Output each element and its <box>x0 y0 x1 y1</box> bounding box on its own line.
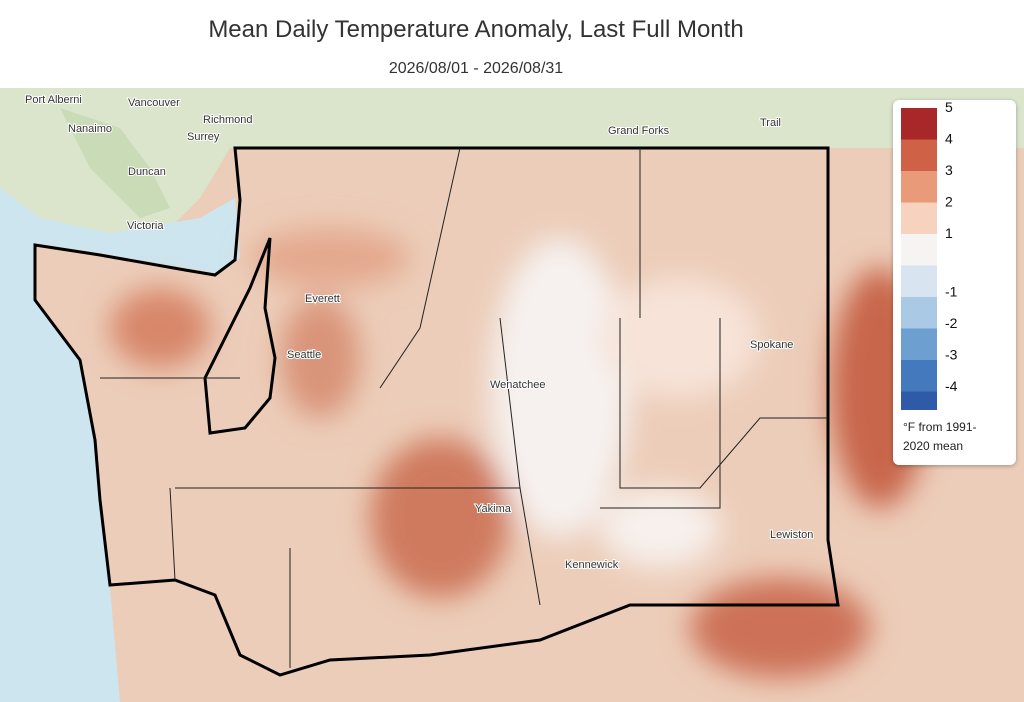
place-label: Everett <box>305 293 340 305</box>
legend-label: -4 <box>945 378 958 394</box>
legend-scale: 5 4 3 2 1 -1 -2 -3 -4 -5 <box>901 99 958 426</box>
legend-label: -5 <box>945 410 958 411</box>
place-label: Trail <box>760 117 781 129</box>
legend-label: -2 <box>945 315 958 331</box>
legend-swatch <box>901 328 937 360</box>
legend-swatch <box>901 265 937 297</box>
place-label: Duncan <box>128 166 166 178</box>
place-label: Seattle <box>287 349 321 361</box>
legend-label: -3 <box>945 347 958 363</box>
place-label: Vancouver <box>128 97 180 109</box>
legend-swatch <box>901 391 937 423</box>
place-label: Port Alberni <box>25 94 82 106</box>
legend-swatch <box>901 234 937 266</box>
legend-note: °F from 1991-2020 mean <box>903 420 977 453</box>
place-label: Wenatchee <box>490 379 545 391</box>
state-border <box>539 148 829 641</box>
place-label: Lewiston <box>770 529 813 541</box>
legend-label: 4 <box>945 131 953 147</box>
place-label: Spokane <box>750 339 793 351</box>
anomaly-patches <box>110 228 930 678</box>
title: Mean Daily Temperature Anomaly, Last Ful… <box>208 16 744 43</box>
legend-swatch <box>901 171 937 203</box>
map: Port Alberni Vancouver Richmond Nanaimo Surr… <box>0 88 1024 702</box>
legend: 5 4 3 2 1 -1 -2 -3 -4 -5 °F from 1991-2020 mean <box>893 99 1016 465</box>
canada <box>0 88 1024 238</box>
place-label: Surrey <box>187 131 220 143</box>
legend-swatch <box>901 108 937 140</box>
water <box>0 188 240 702</box>
place-labels: Port Alberni Vancouver Richmond Nanaimo Surr… <box>24 93 814 572</box>
legend-label: -1 <box>945 284 958 300</box>
legend-swatch <box>901 202 937 234</box>
place-label: Grand Forks <box>608 125 670 137</box>
place-label: Yakima <box>475 503 512 515</box>
state-border <box>33 146 840 677</box>
county-lines <box>100 147 828 668</box>
place-label: Kennewick <box>565 559 619 571</box>
place-label: Richmond <box>203 114 253 126</box>
legend-label: 5 <box>945 100 953 115</box>
legend-swatch <box>901 297 937 329</box>
place-label: Nanaimo <box>68 123 112 135</box>
legend-swatch <box>901 360 937 392</box>
legend-label: 1 <box>945 225 953 241</box>
puget-sound <box>203 237 277 435</box>
legend-label: 2 <box>945 194 953 210</box>
legend-label: 3 <box>945 162 953 178</box>
island <box>60 108 170 218</box>
subtitle: 2026/08/01 - 2026/08/31 <box>388 60 564 77</box>
legend-swatch <box>901 139 937 171</box>
place-label: Victoria <box>127 220 164 232</box>
